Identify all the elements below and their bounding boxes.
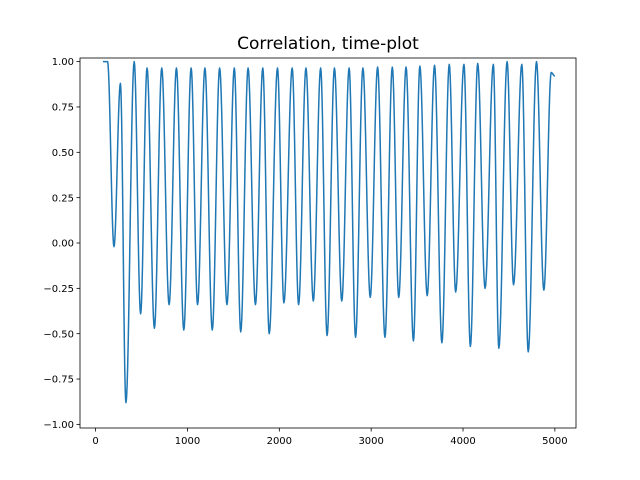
y-tick-label: 0.00 (52, 239, 74, 250)
x-tick-label: 0 (92, 436, 98, 447)
series-line (102, 60, 556, 404)
y-tick-label: 1.00 (52, 57, 74, 68)
plot-area (102, 60, 556, 404)
x-tick-label: 5000 (542, 436, 567, 447)
y-tick-label: −1.00 (43, 420, 74, 431)
y-tick-label: −0.25 (43, 284, 74, 295)
axes-frame (79, 57, 577, 429)
y-tick-label: 0.75 (52, 103, 74, 114)
x-tick-label: 3000 (358, 436, 383, 447)
y-axis: 1.00 0.75 0.50 0.25 0.00 −0.25 −0.50 −0.75 −1.00 (43, 57, 80, 431)
x-tick-label: 1000 (175, 436, 200, 447)
x-tick-label: 4000 (450, 436, 475, 447)
y-tick-label: −0.50 (43, 329, 74, 340)
x-axis: 0 1000 2000 3000 4000 5000 (92, 428, 568, 447)
y-tick-label: −0.75 (43, 375, 74, 386)
y-tick-label: 0.25 (52, 193, 74, 204)
chart-title: Correlation, time-plot (237, 34, 419, 54)
x-tick-label: 2000 (267, 436, 292, 447)
y-tick-label: 0.50 (52, 148, 74, 159)
